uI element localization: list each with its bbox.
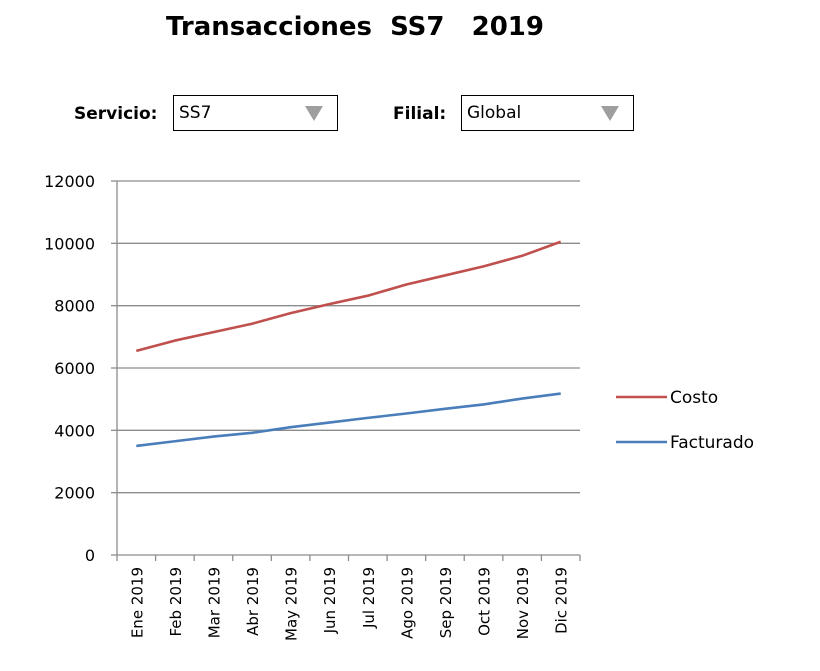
legend-label: Facturado: [670, 433, 754, 453]
y-tick-label: 4000: [54, 421, 95, 440]
x-tick-label: Nov 2019: [514, 567, 532, 639]
legend-label: Costo: [670, 388, 718, 408]
x-tick-label: Abr 2019: [244, 567, 262, 636]
y-tick-label: 6000: [54, 359, 95, 378]
filial-dropdown[interactable]: Global: [461, 95, 634, 131]
x-axis-ticks: Ene 2019 Feb 2019 Mar 2019 Abr 2019 May 2019…: [116, 555, 581, 641]
x-tick-label: Dic 2019: [553, 567, 571, 634]
filial-label: Filial:: [393, 104, 447, 124]
series-line-costo: [135, 240, 562, 353]
y-axis-ticks: 0 2000 4000 6000 8000 10000 12000: [44, 172, 117, 565]
x-tick-label: Ene 2019: [128, 567, 146, 638]
x-tick-label: Ago 2019: [398, 567, 416, 639]
chart-legend: Costo Facturado: [616, 388, 754, 453]
chart-gridlines: [117, 180, 580, 494]
servicio-label: Servicio:: [74, 104, 158, 124]
x-tick-label: Mar 2019: [205, 567, 223, 638]
filial-value: Global: [467, 103, 522, 123]
triangle-down-icon[interactable]: [601, 106, 619, 121]
x-tick-label: Jun 2019: [321, 567, 339, 634]
servicio-dropdown[interactable]: SS7: [173, 95, 338, 131]
line-chart: 0 2000 4000 6000 8000 10000 12000 Ene 2019 Feb …: [44, 172, 754, 641]
x-tick-label: Oct 2019: [476, 567, 494, 636]
x-tick-label: Sep 2019: [437, 567, 455, 638]
x-tick-label: May 2019: [283, 567, 301, 641]
chart-series: [135, 240, 562, 448]
chart-title: Transacciones SS7 2019: [166, 12, 544, 42]
y-tick-label: 2000: [54, 484, 95, 503]
triangle-down-icon[interactable]: [305, 106, 323, 121]
servicio-value: SS7: [179, 103, 212, 123]
x-tick-label: Jul 2019: [360, 567, 378, 629]
y-tick-label: 10000: [44, 234, 95, 253]
y-tick-label: 8000: [54, 297, 95, 316]
y-tick-label: 0: [85, 546, 95, 565]
x-tick-label: Feb 2019: [167, 567, 185, 637]
series-line-facturado: [136, 392, 561, 448]
y-tick-label: 12000: [44, 172, 95, 191]
